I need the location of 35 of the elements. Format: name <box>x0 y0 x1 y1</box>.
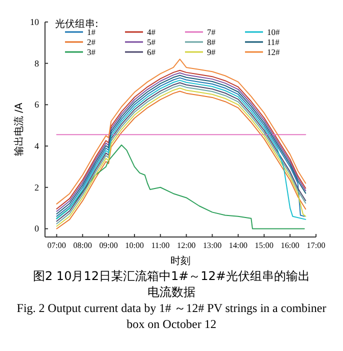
legend-label: 1# <box>87 27 96 37</box>
y-tick-label: 8 <box>34 58 40 68</box>
text: Fig. 2 Output current data by 1# ～12# PV strings in a combiner box on October 12 <box>16 300 328 332</box>
legend-label: 3# <box>87 47 96 57</box>
legend-label: 12# <box>267 47 280 57</box>
legend-label: 2# <box>87 37 96 47</box>
x-tick-label: 12:00 <box>177 241 196 250</box>
legend-label: 4# <box>147 27 156 37</box>
x-tick-label: 09:00 <box>99 241 118 250</box>
y-axis-title: 输出电流 /A <box>13 102 25 156</box>
x-axis-title: 时刻 <box>170 255 190 267</box>
y-tick-label: 0 <box>34 224 40 234</box>
x-tick-label: 13:00 <box>202 241 222 250</box>
legend-label: 8# <box>207 37 216 47</box>
legend-label: 11# <box>267 37 280 47</box>
x-tick-label: 10:00 <box>125 241 144 250</box>
x-tick-label: 16:00 <box>280 241 300 250</box>
legend-label: 7# <box>207 27 216 37</box>
x-tick-label: 08:00 <box>73 241 92 250</box>
x-tick-label: 15:00 <box>254 241 274 250</box>
y-tick-label: 10 <box>30 17 40 27</box>
legend-label: 6# <box>147 47 156 57</box>
legend-label: 5# <box>147 37 156 47</box>
legend-label: 9# <box>207 47 216 57</box>
legend-title: 光伏组串: <box>55 18 98 30</box>
text: 图2 10月12日某汇流箱中1#～12#光伏组串的输出电流数据 <box>32 268 311 300</box>
x-tick-label: 14:00 <box>228 241 248 250</box>
x-tick-label: 11:00 <box>151 241 170 250</box>
line-series <box>56 144 305 230</box>
x-tick-label: 07:00 <box>47 241 66 250</box>
y-tick-label: 6 <box>34 100 40 110</box>
y-tick-label: 2 <box>34 182 39 192</box>
legend-label: 10# <box>267 27 280 37</box>
x-tick-label: 17:00 <box>306 241 326 250</box>
y-tick-label: 4 <box>34 141 40 152</box>
